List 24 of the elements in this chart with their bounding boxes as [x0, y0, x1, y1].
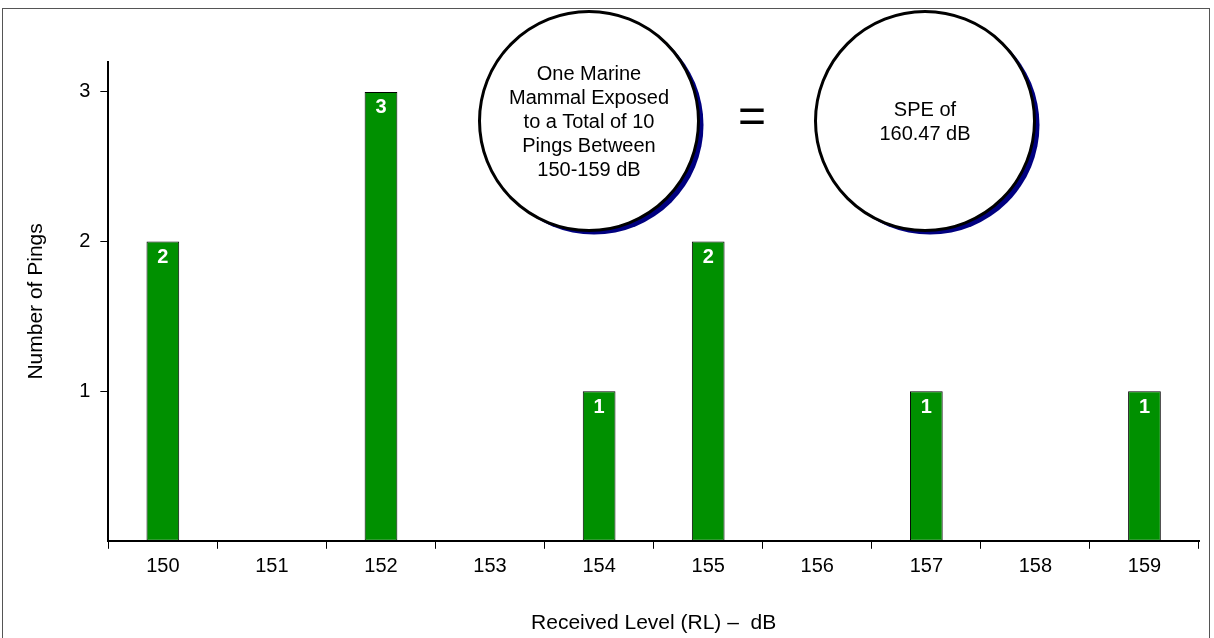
data-label: 3	[375, 95, 387, 118]
data-label: 2	[702, 245, 714, 268]
x-tick-label: 158	[1018, 554, 1053, 577]
y-tick-label: 3	[79, 79, 91, 102]
x-tick-label: 153	[473, 554, 507, 577]
y-tick-label: 2	[79, 229, 91, 252]
x-tick-label: 155	[691, 554, 725, 577]
x-tick-label: 157	[909, 554, 944, 577]
annotation: =	[738, 89, 767, 142]
data-label: 1	[593, 394, 605, 417]
data-label: 1	[920, 394, 932, 417]
annotation: SPE of 160.47 dB	[878, 97, 972, 145]
annotation: One Marine Mammal Exposed to a Total of 10 Pings Between 150-159 dB	[507, 61, 671, 181]
x-axis-title: Received Level (RL) – dB	[531, 610, 777, 634]
y-tick-label: 1	[79, 378, 91, 401]
x-tick-label: 152	[364, 554, 398, 577]
x-tick-label: 154	[582, 554, 616, 577]
x-tick-label: 150	[146, 554, 180, 577]
y-axis-title: Number of Pings	[23, 223, 47, 380]
data-label: 1	[1138, 394, 1151, 417]
x-tick-label: 156	[800, 554, 834, 577]
x-tick-label: 159	[1127, 554, 1162, 577]
data-label: 2	[157, 245, 169, 268]
x-tick-label: 151	[255, 554, 289, 577]
